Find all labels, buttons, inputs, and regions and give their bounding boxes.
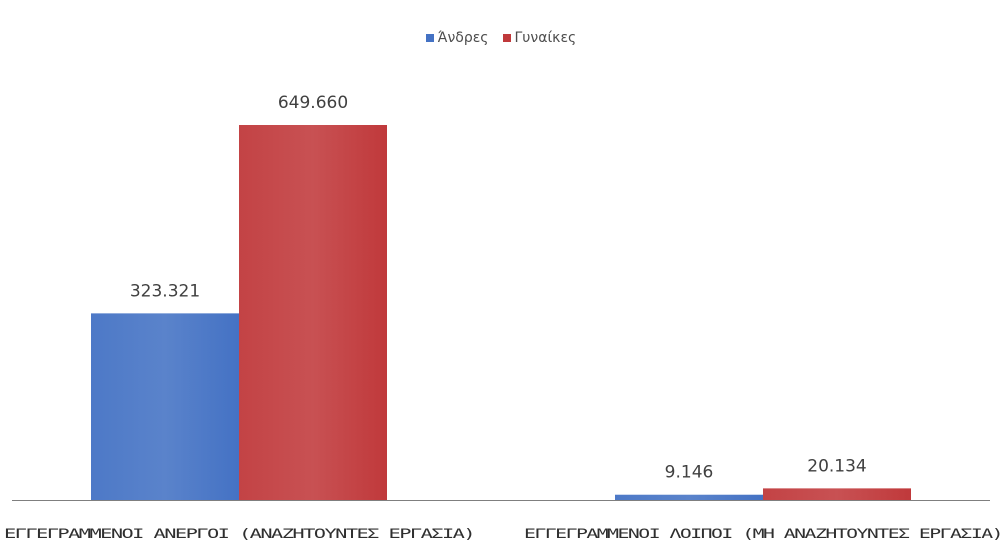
value-label-women-0: 649.660 (278, 93, 348, 113)
bar-women-1 (763, 488, 911, 500)
category-labels-group: ΕΓΓΕΓΡΑΜΜΕΝΟΙ ΑΝΕΡΓΟΙ (ΑΝΑΖΗΤΟΥΝΤΕΣ ΕΡΓΑ… (4, 527, 1002, 542)
bar-men-0 (91, 313, 239, 500)
legend-swatch-men (425, 34, 434, 42)
bar-women-0 (239, 125, 387, 500)
legend-item-men: Άνδρες (425, 30, 489, 46)
legend-swatch-women (502, 34, 511, 42)
value-label-men-0: 323.321 (130, 281, 200, 301)
legend: Άνδρες Γυναίκες (0, 30, 1002, 46)
legend-label-men: Άνδρες (437, 30, 489, 46)
legend-item-women: Γυναίκες (502, 30, 577, 46)
bars-group (91, 125, 911, 500)
category-label-0: ΕΓΓΕΓΡΑΜΜΕΝΟΙ ΑΝΕΡΓΟΙ (ΑΝΑΖΗΤΟΥΝΤΕΣ ΕΡΓΑ… (4, 527, 474, 542)
legend-label-women: Γυναίκες (514, 30, 577, 46)
value-label-women-1: 20.134 (807, 456, 866, 476)
value-label-men-1: 9.146 (665, 463, 714, 483)
value-labels-group: 323.321 649.660 9.146 20.134 (130, 93, 867, 483)
bar-men-1 (615, 494, 763, 500)
category-label-1: ΕΓΓΕΓΡΑΜΜΕΝΟΙ ΛΟΙΠΟΙ (ΜΗ ΑΝΑΖΗΤΟΥΝΤΕΣ ΕΡ… (524, 527, 1002, 542)
